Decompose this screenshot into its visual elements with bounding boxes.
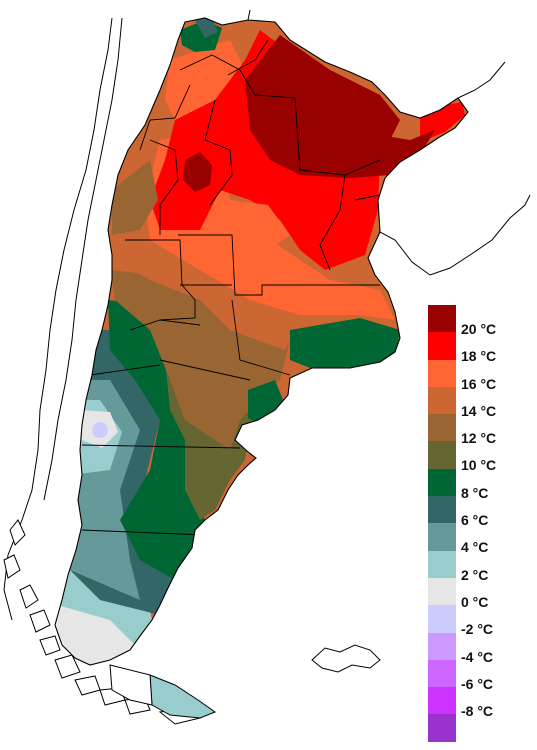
legend-swatch — [428, 496, 456, 524]
legend-row: 2 °C — [428, 550, 528, 583]
zone-6c-northwest — [195, 18, 218, 38]
legend-row: 16 °C — [428, 359, 528, 392]
legend-swatch — [428, 441, 456, 469]
legend-swatch — [428, 577, 456, 606]
brazil-border — [457, 61, 506, 99]
legend-label: 10 °C — [461, 457, 497, 474]
chile-inner-border — [43, 17, 123, 501]
legend-swatch — [428, 468, 456, 497]
temperature-legend: 20 °C 18 °C 16 °C 14 °C 12 °C 10 °C 8 °C 6 °C 4 … — [428, 305, 528, 742]
legend-row: 10 °C — [428, 441, 528, 473]
falkland-islands — [311, 644, 381, 673]
legend-row: 14 °C — [428, 386, 528, 419]
legend-label: 16 °C — [461, 375, 497, 392]
uruguay-coast — [379, 194, 531, 276]
bolivia-border — [247, 9, 251, 21]
southern-archipelago — [3, 519, 381, 725]
legend-row — [428, 714, 528, 742]
zone-20c-misiones — [350, 130, 435, 178]
zone-20c-spot — [183, 152, 212, 192]
legend-row: -8 °C — [428, 687, 528, 719]
legend-row: 18 °C — [428, 332, 528, 364]
legend-row: -2 °C — [428, 605, 528, 637]
legend-label: 0 °C — [461, 593, 489, 610]
legend-label: 8 °C — [461, 484, 489, 501]
legend-label: 14 °C — [461, 402, 497, 419]
legend-label: 20 °C — [461, 321, 497, 337]
tierra-del-fuego-chile — [109, 664, 153, 706]
zone-minus2c-spot — [92, 422, 108, 438]
archipelago-shapes — [3, 519, 202, 725]
legend-row: 20 °C — [428, 305, 528, 337]
legend-label: -6 °C — [461, 675, 494, 692]
legend-label: 4 °C — [461, 539, 489, 556]
legend-swatch — [428, 359, 456, 387]
legend-swatch — [428, 414, 456, 442]
legend-label: 18 °C — [461, 348, 497, 365]
zone-16c-cordoba — [230, 200, 290, 255]
legend-swatch — [428, 714, 456, 742]
legend-swatch — [428, 386, 456, 415]
province-boundaries — [81, 39, 381, 536]
legend-swatch — [428, 687, 456, 715]
legend-swatch — [428, 659, 456, 688]
zone-8c-patagonia — [108, 300, 205, 580]
zone-12c-andes-north — [112, 160, 158, 235]
legend-row: 6 °C — [428, 496, 528, 528]
province-lines — [81, 39, 381, 536]
legend-label: -8 °C — [461, 703, 494, 720]
zone-8c-coast — [248, 380, 285, 425]
zone-0c-south — [55, 600, 150, 665]
legend-row: -4 °C — [428, 632, 528, 665]
tierra-del-fuego — [149, 674, 217, 719]
legend-row: 12 °C — [428, 414, 528, 446]
legend-row: 8 °C — [428, 468, 528, 501]
legend-swatch — [428, 332, 456, 360]
legend-label: 12 °C — [461, 430, 497, 447]
legend-swatch — [428, 632, 456, 660]
legend-swatch — [428, 550, 456, 578]
legend-label: 6 °C — [461, 512, 489, 529]
legend-label: -2 °C — [461, 621, 494, 638]
legend-label: 2 °C — [461, 566, 489, 583]
legend-label: -4 °C — [461, 648, 494, 665]
legend-row: 0 °C — [428, 577, 528, 610]
zone-8c-east — [290, 318, 400, 370]
legend-swatch — [428, 305, 456, 333]
legend-row: -6 °C — [428, 659, 528, 692]
legend-swatch — [428, 605, 456, 633]
legend-row: 4 °C — [428, 523, 528, 555]
legend-swatch — [428, 523, 456, 551]
